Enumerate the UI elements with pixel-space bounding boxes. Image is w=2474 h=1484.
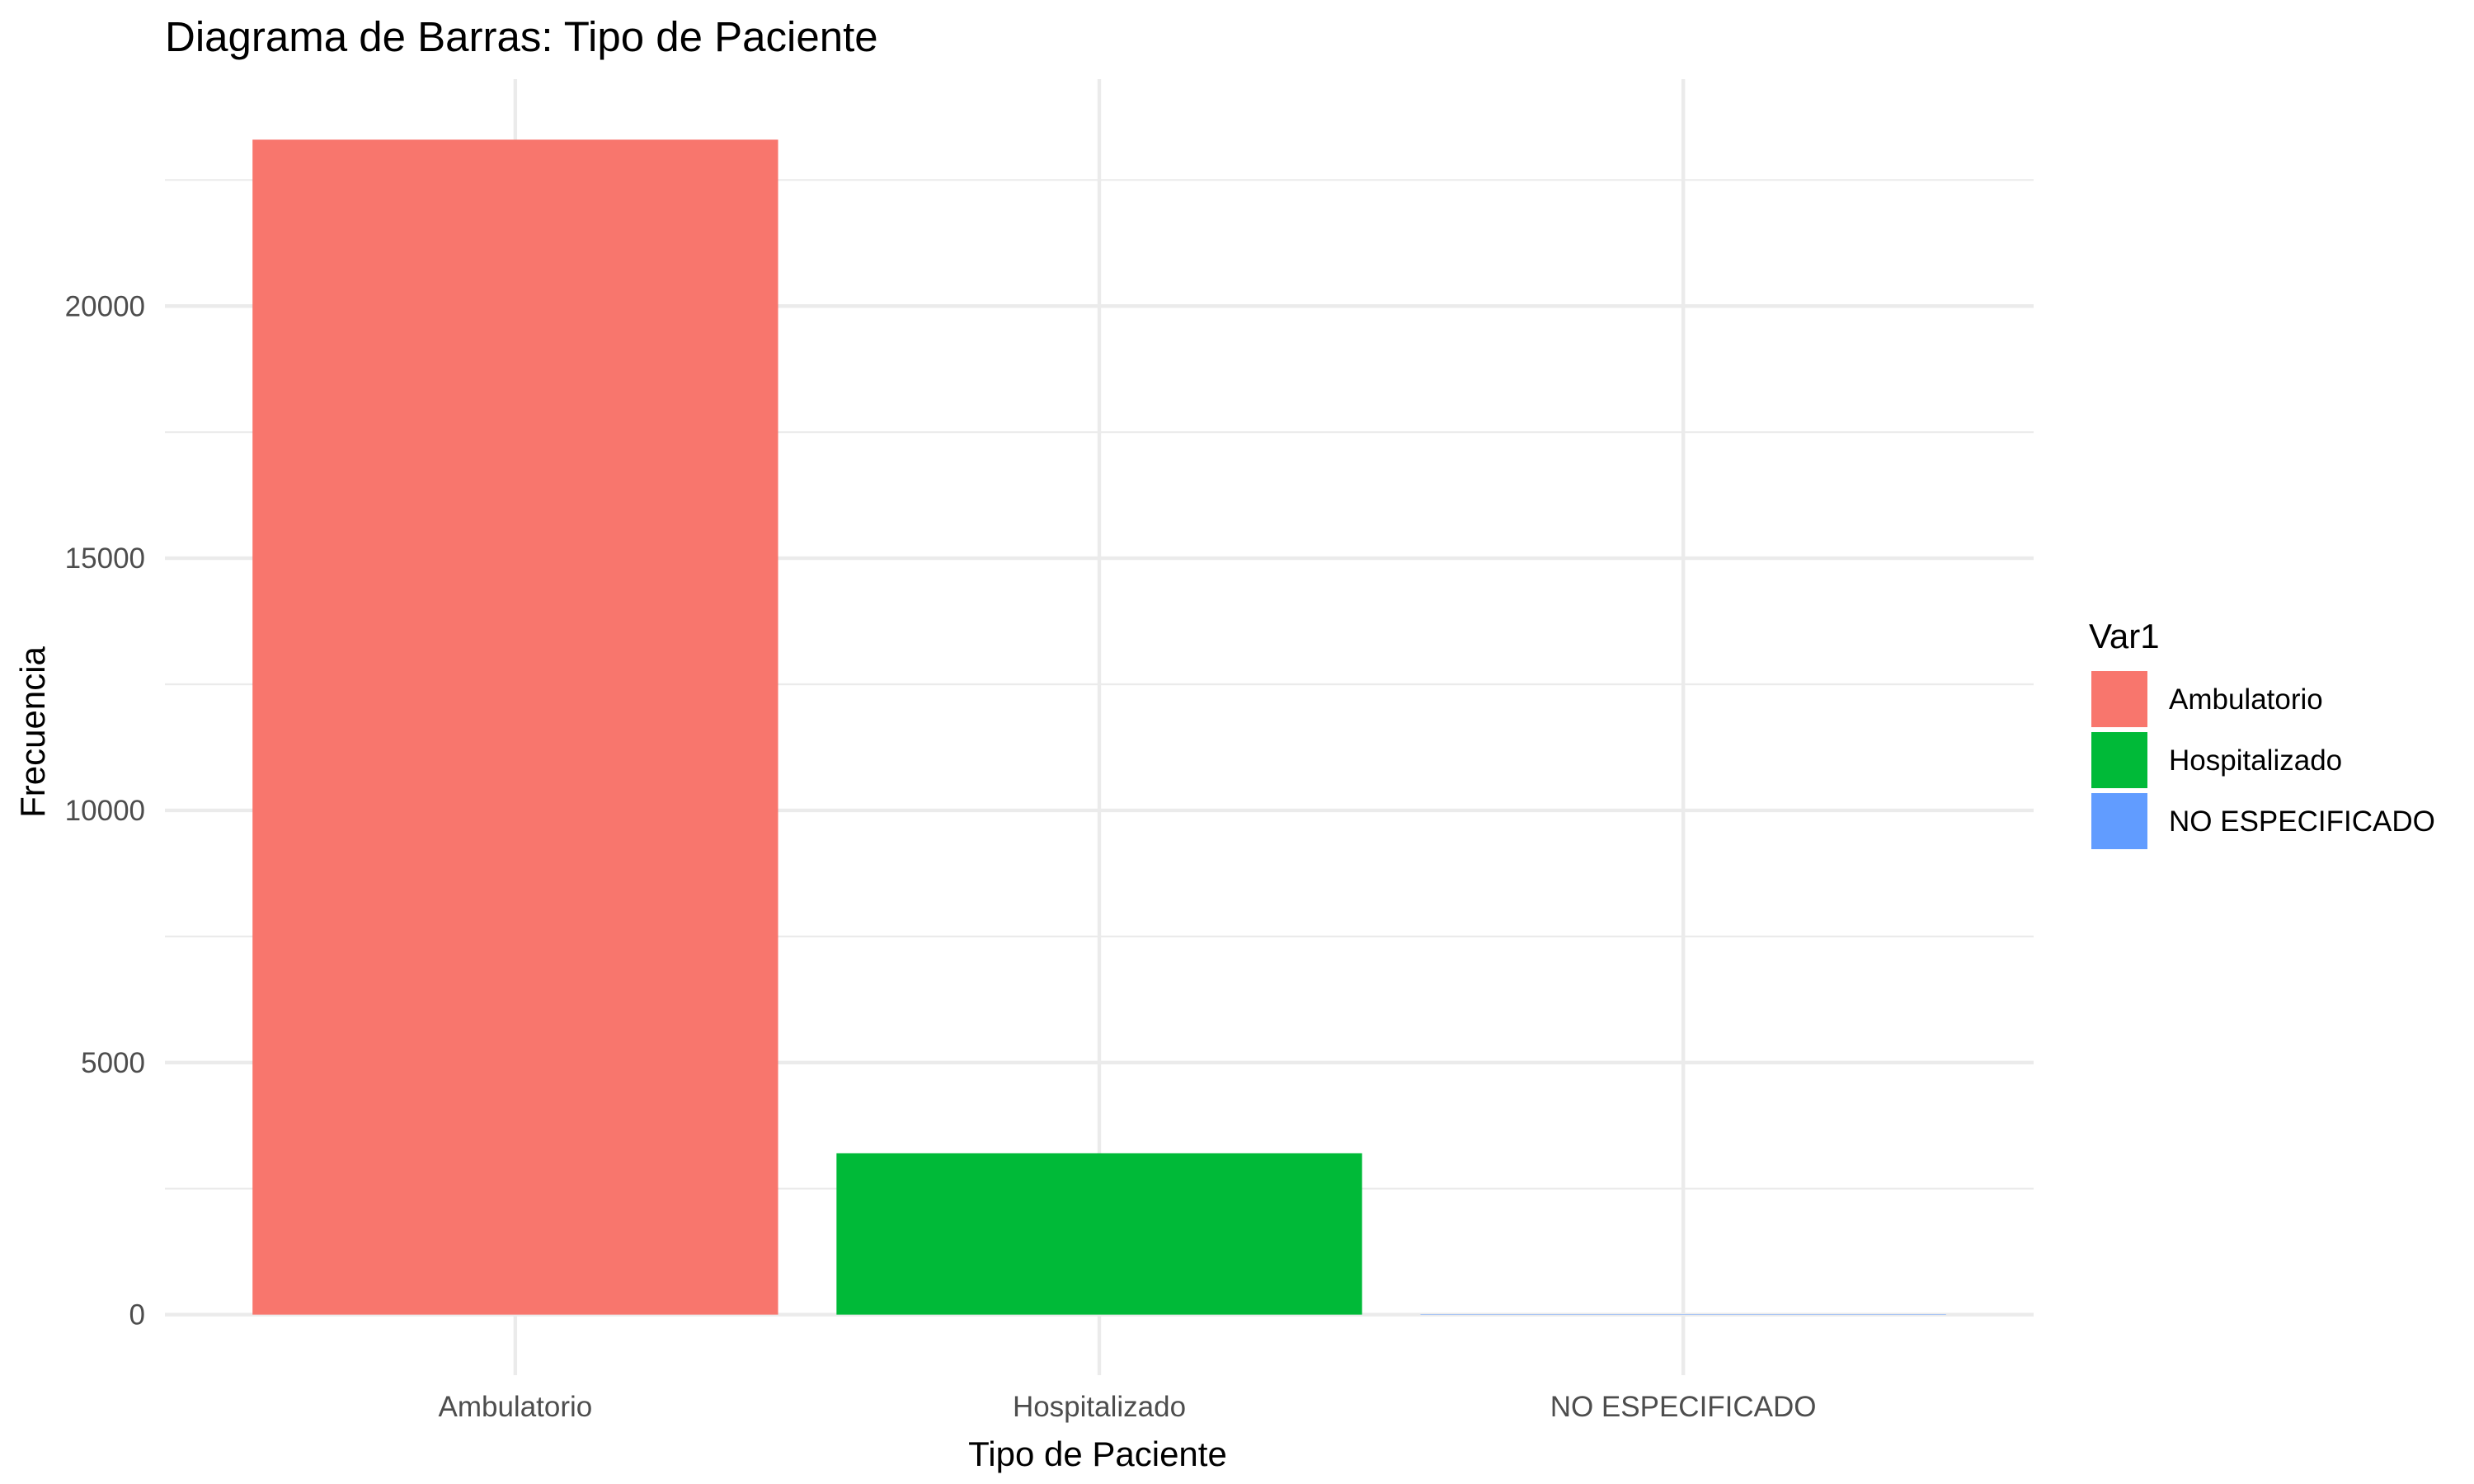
bar-ambulatorio: [252, 139, 778, 1315]
y-tick-label: 10000: [65, 795, 145, 827]
legend-title: Var1: [2089, 617, 2160, 655]
x-axis-title: Tipo de Paciente: [968, 1435, 1227, 1473]
legend-label: Hospitalizado: [2169, 744, 2342, 777]
bar-hospitalizado: [836, 1153, 1362, 1315]
y-tick-labels: 0 5000 10000 15000 20000: [65, 290, 145, 1331]
x-tick-labels: Ambulatorio Hospitalizado NO ESPECIFICADO: [438, 1391, 1816, 1423]
legend-key: [2091, 671, 2147, 727]
legend-label: Ambulatorio: [2169, 683, 2323, 716]
y-axis-title: Frecuencia: [13, 646, 52, 817]
y-tick-label: 0: [129, 1299, 145, 1331]
bars: [252, 139, 1946, 1315]
bar-no-especificado: [1420, 1314, 1946, 1315]
legend-key: [2091, 793, 2147, 849]
chart-title: Diagrama de Barras: Tipo de Paciente: [165, 13, 878, 60]
x-tick-label: Ambulatorio: [438, 1391, 592, 1423]
legend: Var1 Ambulatorio Hospitalizado NO ESPECIFI…: [2089, 617, 2435, 849]
x-tick-label: NO ESPECIFICADO: [1550, 1391, 1817, 1423]
y-tick-label: 20000: [65, 290, 145, 322]
y-tick-label: 15000: [65, 542, 145, 575]
legend-key: [2091, 732, 2147, 788]
y-tick-label: 5000: [81, 1047, 145, 1079]
x-tick-label: Hospitalizado: [1013, 1391, 1186, 1423]
legend-items: Ambulatorio Hospitalizado NO ESPECIFICADO: [2091, 671, 2435, 849]
legend-label: NO ESPECIFICADO: [2169, 805, 2435, 838]
